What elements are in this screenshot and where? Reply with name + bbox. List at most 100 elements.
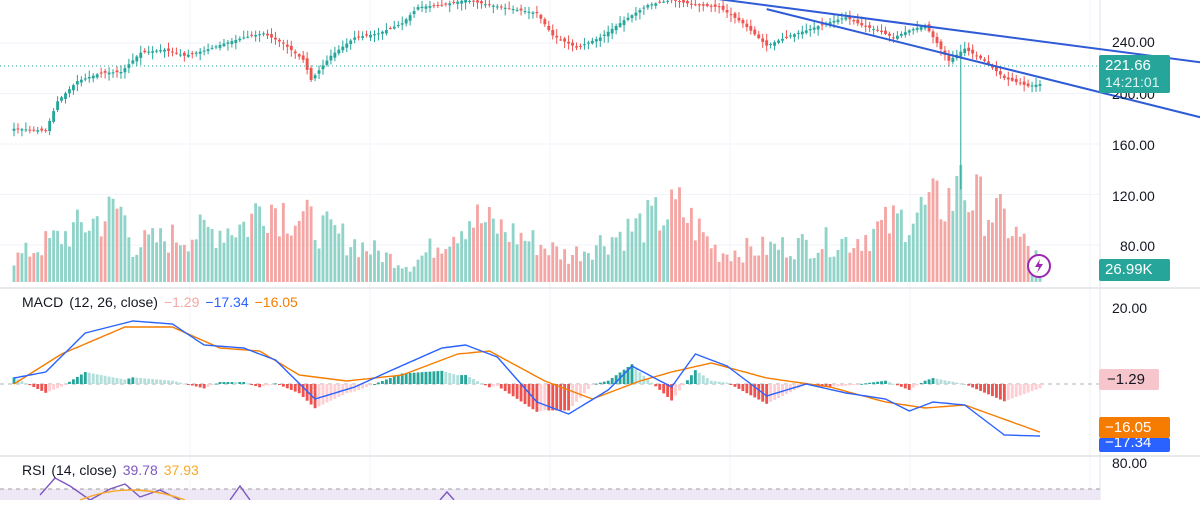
macd-hist-bar [567,384,570,410]
candle-body [480,1,483,3]
volume-bar [615,237,618,282]
macd-hist-bar [940,380,943,384]
volume-bar [444,249,447,282]
macd-hist-bar [436,371,439,384]
candle-body [749,26,752,31]
volume-bar [116,209,119,282]
volume-bar [484,222,487,282]
volume-bar [535,255,538,282]
macd-hist-bar [1035,384,1038,390]
macd-hist-bar [270,384,273,385]
macd-hist-tag[interactable]: −1.29 [1099,369,1159,390]
candle-body [159,50,162,51]
macd-hist-bar [199,384,202,387]
volume-bar [888,233,891,282]
macd-hist-bar [698,373,701,384]
volume-bar [753,256,756,282]
volume-bar [852,248,855,282]
volume-bar [448,247,451,282]
macd-hist-bar [504,384,507,391]
volume-bar [123,215,126,282]
macd-hist-bar [88,373,91,384]
macd-legend[interactable]: MACD(12, 26, close)−1.29−17.34−16.05 [22,294,304,310]
macd-hist-bar [242,382,245,384]
macd-hist-bar [413,373,416,384]
candle-body [444,4,447,5]
candle-body [36,130,39,131]
candle-body [694,4,697,5]
candle-body [306,58,309,70]
macd-line-tag[interactable]: −17.34 [1099,438,1170,452]
volume-bar [104,221,107,282]
volume-bar [908,235,911,282]
candle-body [365,34,368,35]
candle-body [912,29,915,30]
macd-hist-bar [852,384,855,385]
volume-bar [872,229,875,282]
macd-hist-bar [769,384,772,402]
macd-hist-bar [365,384,368,387]
current-price-tag[interactable]: 221.66 14:21:01 [1099,55,1170,93]
candle-body [532,12,535,13]
macd-hist-value: −1.29 [164,294,199,310]
candle-body [563,38,566,41]
volume-bar [539,245,542,282]
macd-hist-bar [777,384,780,398]
macd-hist-bar [405,373,408,384]
candle-body [880,31,883,32]
macd-hist-bar [147,379,150,384]
macd-hist-bar [944,380,947,384]
macd-hist-bar [876,382,879,384]
macd-hist-bar [757,384,760,400]
volume-bar [278,236,281,282]
macd-hist-bar [1015,384,1018,397]
candle-body [1011,78,1014,81]
candle-body [417,7,420,9]
volume-bar [722,253,725,282]
macd-hist-bar [896,384,899,385]
lightning-icon[interactable] [1027,254,1051,278]
macd-signal-tag[interactable]: −16.05 [1099,417,1170,438]
macd-hist-bar [884,381,887,384]
candle-body [631,15,634,18]
volume-bar [512,223,515,282]
candle-body [68,89,71,93]
macd-hist-bar [690,375,693,384]
candle-body [187,55,190,57]
macd-hist-bar [900,384,903,387]
candle-body [80,80,83,83]
candle-body [421,7,424,8]
volume-bar [333,225,336,282]
volume-bar [167,253,170,282]
volume-tag[interactable]: 26.99K [1099,259,1170,281]
macd-hist-bar [223,382,226,384]
candle-body [615,26,618,30]
candle-body [84,78,87,79]
candle-body [385,30,388,33]
volume-bar [155,242,158,282]
candle-body [56,101,59,110]
volume-bar [476,205,479,282]
candle-body [908,30,911,32]
macd-hist-bar [833,384,836,386]
volume-bar [28,257,31,282]
macd-hist-bar [123,380,126,384]
volume-bar [191,240,194,282]
candle-body [611,29,614,34]
candle-body [274,38,277,40]
volume-bar [520,233,523,282]
macd-line [14,321,1040,436]
macd-hist-bar [100,375,103,384]
volume-bar [341,223,344,282]
candle-body [361,36,364,38]
volume-bar [357,257,360,282]
candle-body [322,65,325,69]
candle-body [96,74,99,77]
macd-hist-bar [191,384,194,386]
macd-hist-bar [116,378,119,384]
volume-bar [765,255,768,282]
macd-hist-bar [928,379,931,384]
